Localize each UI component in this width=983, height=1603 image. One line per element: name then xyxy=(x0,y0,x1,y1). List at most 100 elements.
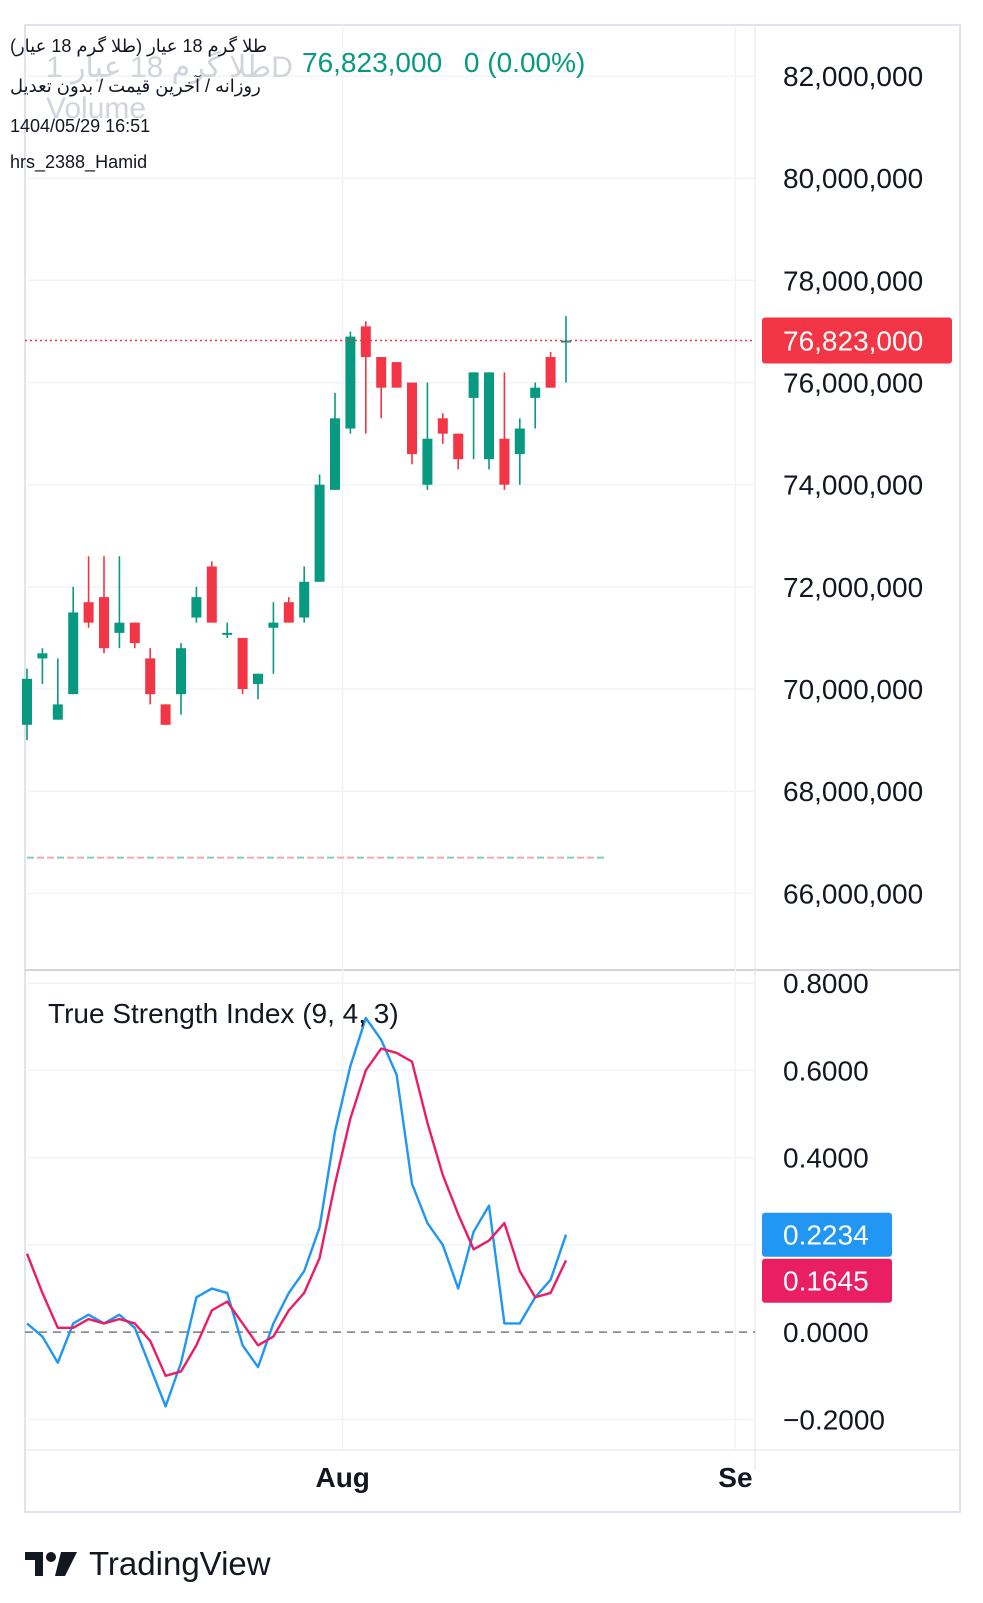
price-tick-label: 74,000,000 xyxy=(783,470,923,501)
last-price-badge xyxy=(762,317,952,364)
price-tick-label: 78,000,000 xyxy=(783,265,923,296)
candle-body xyxy=(561,340,571,343)
last-price-badge-label: 76,823,000 xyxy=(783,326,923,357)
footer[interactable]: TradingView xyxy=(25,1545,271,1583)
time-tick-label: Aug xyxy=(315,1462,369,1493)
candle xyxy=(114,556,125,649)
tsi-title[interactable]: True Strength Index (9, 4, 3) xyxy=(48,998,399,1029)
candle-body xyxy=(145,658,156,695)
candle xyxy=(191,586,202,623)
candlestick-series[interactable] xyxy=(22,316,571,741)
osc-tick-label: 0.0000 xyxy=(783,1317,869,1348)
ticker-values: 76,823,000 0 (0.00%) xyxy=(302,47,585,79)
candle xyxy=(176,643,186,715)
price-tick-label: 76,000,000 xyxy=(783,368,923,399)
candle xyxy=(52,658,63,720)
legend-title: طلا گرم 18 عیار (طلا گرم 18 عیار) xyxy=(10,36,268,56)
candle xyxy=(545,351,556,388)
signal-line xyxy=(25,1047,568,1378)
candle xyxy=(530,382,541,429)
candle-body xyxy=(37,653,48,659)
candle xyxy=(330,392,340,490)
candle-body xyxy=(99,597,109,649)
osc-tick-label: 0.8000 xyxy=(783,968,869,999)
candle-body xyxy=(176,648,186,695)
candle-body xyxy=(422,438,433,485)
candle-body xyxy=(22,678,32,725)
candle xyxy=(484,372,494,470)
candle xyxy=(268,602,279,674)
time-tick-label: Se xyxy=(718,1462,752,1493)
candle-body xyxy=(191,597,202,618)
last-price-line: 76,823,000 xyxy=(25,317,952,364)
candle xyxy=(99,556,109,654)
tradingview-logo-icon xyxy=(25,1552,77,1576)
candle-body xyxy=(160,704,171,725)
candle-body xyxy=(222,632,233,635)
candle-body xyxy=(237,637,248,690)
candle-body xyxy=(437,418,448,434)
candle xyxy=(68,586,79,695)
candle xyxy=(37,648,48,684)
osc-tick-label: −0.2000 xyxy=(783,1404,885,1435)
candle xyxy=(83,556,94,628)
signal-badge xyxy=(762,1258,892,1303)
candle-body xyxy=(345,336,356,429)
candle-body xyxy=(299,581,310,618)
candle-body xyxy=(453,433,464,460)
candle-body xyxy=(52,704,63,720)
oscillator-grid xyxy=(25,970,755,1450)
candle-body xyxy=(283,602,294,623)
legend-author: hrs_2388_Hamid xyxy=(10,152,148,172)
tsi-badge xyxy=(762,1212,892,1257)
candle-body xyxy=(253,673,263,684)
candle xyxy=(391,362,402,388)
candle xyxy=(437,413,448,444)
candle-body xyxy=(360,326,371,358)
candle xyxy=(145,648,156,705)
candle-body xyxy=(376,357,387,388)
candle-body xyxy=(268,622,279,628)
candle xyxy=(129,622,140,649)
price-change-value: 0 (0.00%) xyxy=(463,47,586,78)
candle xyxy=(206,561,217,623)
tsi-line xyxy=(26,1016,568,1408)
osc-tick-label: 0.6000 xyxy=(783,1055,869,1086)
legend-subtitle: روزانه / آخرین قیمت / بدون تعدیل xyxy=(10,76,261,96)
candle xyxy=(299,566,310,623)
ghost-volume-label: Volume xyxy=(46,92,147,125)
candle-body xyxy=(407,382,417,455)
candle xyxy=(222,622,233,638)
tsi-last-labels: 0.2234 0.1645 xyxy=(762,1212,892,1303)
candle-body xyxy=(314,484,325,582)
chart-legend: طلا گرم 18 عیار (طلا گرم 18 عیار) روزانه… xyxy=(10,26,267,178)
price-tick-label: 82,000,000 xyxy=(783,61,923,92)
candle-body xyxy=(68,612,79,695)
candle-body xyxy=(514,428,525,455)
candle xyxy=(237,637,248,695)
candle xyxy=(160,704,171,725)
candle xyxy=(407,382,417,465)
candle-body xyxy=(83,602,94,623)
price-tick-label: 80,000,000 xyxy=(783,163,923,194)
candle xyxy=(22,668,32,741)
candle-body xyxy=(391,362,402,388)
candle-body xyxy=(114,622,125,633)
candle-body xyxy=(206,566,217,623)
tsi-lines[interactable] xyxy=(25,1016,568,1408)
candle xyxy=(514,418,525,485)
candle-body xyxy=(530,387,541,398)
candle xyxy=(468,372,479,460)
ghost-symbol-label: طلا گرم 18 عیار 1D xyxy=(46,51,293,84)
candle-body xyxy=(499,438,510,485)
candle-body xyxy=(129,622,140,644)
brand-name: TradingView xyxy=(89,1545,271,1582)
candle-body xyxy=(484,372,494,460)
price-tick-label: 66,000,000 xyxy=(783,878,923,909)
candle xyxy=(253,673,263,700)
candle xyxy=(561,316,571,383)
price-axis[interactable]: 82,000,000 80,000,000 78,000,000 76,000,000… xyxy=(783,61,923,909)
time-axis[interactable]: Aug Se xyxy=(315,1462,752,1493)
price-tick-label: 68,000,000 xyxy=(783,776,923,807)
